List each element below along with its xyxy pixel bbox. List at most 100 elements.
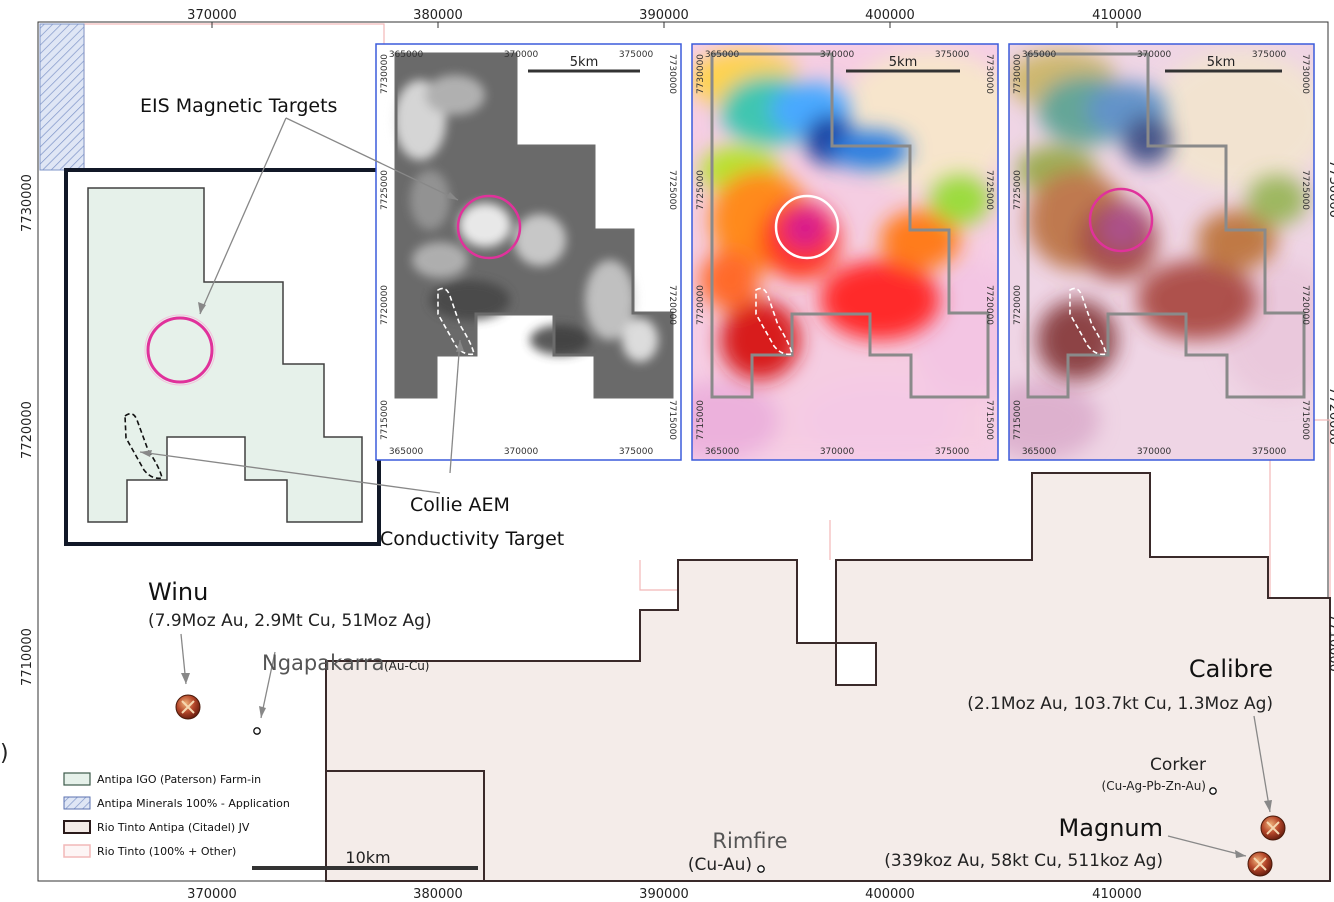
inset-y-left-tick: 7725000 [1013,170,1023,210]
frame-tick-labels: 370000 380000 390000 400000 410000 370000 3800… [20,8,1334,902]
inset-y-left-tick: 7715000 [1013,400,1023,440]
inset3-scale-label: 5km [1207,55,1235,70]
inset-y-right-tick: 7715000 [667,400,677,440]
legend-swatch-riotinto [63,844,91,858]
frame-x-top-tick: 380000 [413,8,463,23]
inset-y-right-tick: 7720000 [667,285,677,325]
inset-grayscale [375,43,682,461]
inset-y-right-tick: 7730000 [984,54,994,94]
inset-x-top-tick: 365000 [1022,50,1057,60]
inset-x-top-tick: 370000 [504,50,539,60]
inset-x-bottom-tick: 375000 [1252,447,1287,457]
inset-y-left-tick: 7725000 [380,170,390,210]
eis-target-circle-inset2 [774,194,840,260]
frame-x-bottom-tick: 370000 [187,887,237,902]
inset-y-left-tick: 7730000 [696,54,706,94]
antipa-application-area [39,23,85,171]
inset-x-top-tick: 375000 [935,50,970,60]
inset-y-right-tick: 7730000 [667,54,677,94]
inset-scale-bars: 5km 5km 5km [528,55,1282,73]
frame-x-top-tick: 400000 [865,8,915,23]
inset-y-right-tick: 7715000 [984,400,994,440]
citadel-jv-lower-left [326,770,485,881]
inset-y-right-tick: 7730000 [1300,54,1310,94]
collie-target-main [124,412,163,480]
winu-name: Winu [148,578,208,606]
winu-detail: (7.9Moz Au, 2.9Mt Cu, 51Moz Ag) [148,611,432,631]
magnum-detail: (339koz Au, 58kt Cu, 511koz Ag) [884,851,1163,871]
inset-y-left-tick: 7720000 [380,285,390,325]
winu-mine-icon [175,694,201,720]
inset-x-top-tick: 365000 [705,50,740,60]
magnum-mine-icon [1247,851,1273,877]
eis-targets-label: EIS Magnetic Targets [140,95,337,117]
legend-label-riotinto: Rio Tinto (100% + Other) [97,845,236,858]
inset-y-left-tick: 7715000 [380,400,390,440]
magnum-name: Magnum [1059,814,1163,842]
inset1-scale-label: 5km [570,55,598,70]
inset-colour [691,43,999,461]
frame-x-bottom-tick: 390000 [639,887,689,902]
corker-name: Corker [1150,755,1206,775]
frame-y-left-tick: 7730000 [20,174,35,232]
frame-y-right-tick: 7710000 [1326,614,1334,672]
legend-swatch-farmin [63,772,91,786]
inset-y-left-tick: 7730000 [1013,54,1023,94]
farmin-polygon [87,187,363,523]
inset-y-right-tick: 7725000 [1300,170,1310,210]
inset-colour-shaded [1008,43,1315,461]
inset-x-bottom-tick: 370000 [504,447,539,457]
frame-x-top-tick: 370000 [187,8,237,23]
calibre-name: Calibre [1189,655,1273,683]
inset-y-left-tick: 7720000 [696,285,706,325]
calibre-detail: (2.1Moz Au, 103.7kt Cu, 1.3Moz Ag) [967,694,1273,714]
inset-y-right-tick: 7715000 [1300,400,1310,440]
frame-x-bottom-tick: 410000 [1092,887,1142,902]
citadel-jv-boundary [325,472,1331,882]
inset-y-left-tick: 7725000 [696,170,706,210]
inset-x-bottom-tick: 365000 [1022,447,1057,457]
frame-x-bottom-tick: 380000 [413,887,463,902]
ngapakarra-detail: (Au-Cu) [384,659,430,673]
ngapakarra-prospect-icon [253,727,261,735]
inset-x-top-tick: 375000 [619,50,654,60]
legend: Antipa IGO (Paterson) Farm-in Antipa Min… [63,772,290,858]
frame-x-bottom-tick: 400000 [865,887,915,902]
main-scale-label: 10km [345,848,390,867]
rimfire-detail: (Cu-Au) [688,855,752,875]
calibre-mine-icon [1260,815,1286,841]
frame-y-left-tick: 7710000 [20,628,35,686]
inset-x-bottom-tick: 365000 [705,447,740,457]
inset-y-left-tick: 7715000 [696,400,706,440]
inset-x-top-tick: 375000 [1252,50,1287,60]
inset-tick-labels: 365000 365000 370000 370000 375000 375000 7730… [380,50,1310,457]
frame-y-right-tick: 7720000 [1326,387,1334,445]
inset-x-top-tick: 365000 [389,50,424,60]
rimfire-name: Rimfire [712,829,787,853]
corker-prospect-icon [1209,787,1217,795]
inset-y-right-tick: 7725000 [984,170,994,210]
inset-x-bottom-tick: 375000 [619,447,654,457]
inset-x-bottom-tick: 375000 [935,447,970,457]
frame-y-right-tick: 7730000 [1326,160,1334,218]
legend-label-application: Antipa Minerals 100% - Application [97,797,290,810]
collie-label-line1: Collie AEM [410,494,510,516]
inset-x-top-tick: 370000 [1137,50,1172,60]
inset-y-right-tick: 7720000 [984,285,994,325]
collie-target-inset2 [755,287,793,356]
legend-swatch-citadel [63,820,91,834]
corker-detail: (Cu-Ag-Pb-Zn-Au) [1102,779,1206,793]
inset-x-bottom-tick: 370000 [820,447,855,457]
legend-swatch-application [63,796,91,810]
inset2-scale-label: 5km [889,55,917,70]
ngapakarra-name: Ngapakarra [262,651,385,675]
collie-label-line2: Conductivity Target [380,528,564,550]
eis-target-circle-main [146,316,214,384]
frame-y-left-tick: 7720000 [20,401,35,459]
inset-y-right-tick: 7725000 [667,170,677,210]
rimfire-prospect-icon [757,865,765,873]
inset-x-bottom-tick: 365000 [389,447,424,457]
leader-arrowheads [140,192,1272,858]
inset-y-right-tick: 7720000 [1300,285,1310,325]
